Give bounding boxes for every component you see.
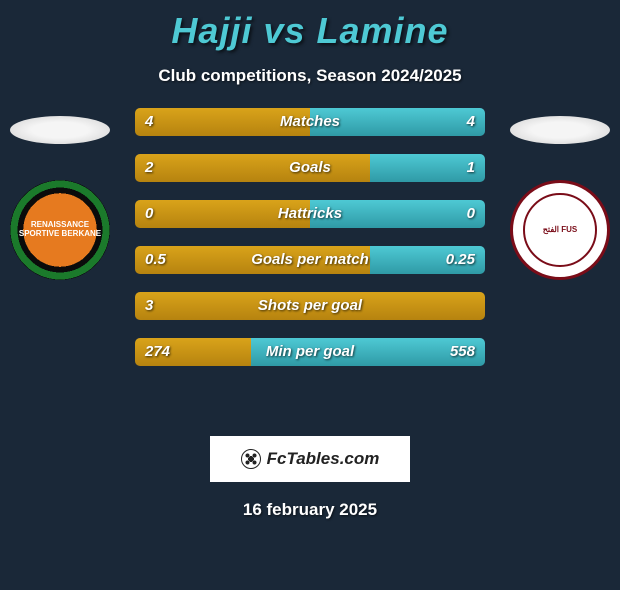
left-club-badge: RENAISSANCE SPORTIVE BERKANE bbox=[10, 180, 110, 280]
stat-label: Goals per match bbox=[135, 246, 485, 274]
player-right-name: Lamine bbox=[317, 10, 449, 51]
stat-row: 0Hattricks0 bbox=[135, 200, 485, 228]
stat-row: 4Matches4 bbox=[135, 108, 485, 136]
stat-value-right: 1 bbox=[467, 154, 475, 182]
left-player-silhouette bbox=[10, 116, 110, 144]
stat-row: 2Goals1 bbox=[135, 154, 485, 182]
stat-row: 274Min per goal558 bbox=[135, 338, 485, 366]
brand-watermark: FcTables.com bbox=[210, 436, 410, 482]
right-player-silhouette bbox=[510, 116, 610, 144]
comparison-title: Hajji vs Lamine bbox=[0, 10, 620, 52]
stat-label: Shots per goal bbox=[135, 292, 485, 320]
player-left-name: Hajji bbox=[171, 10, 252, 51]
stat-row: 0.5Goals per match0.25 bbox=[135, 246, 485, 274]
comparison-stage: RENAISSANCE SPORTIVE BERKANE الفتح FUS 4… bbox=[0, 108, 620, 408]
stat-value-right: 0 bbox=[467, 200, 475, 228]
stat-label: Hattricks bbox=[135, 200, 485, 228]
right-player-column: الفتح FUS bbox=[500, 108, 620, 280]
stats-list: 4Matches4 2Goals1 0Hattricks0 0.5Goals per … bbox=[135, 108, 485, 366]
stat-value-right: 4 bbox=[467, 108, 475, 136]
snapshot-date: 16 february 2025 bbox=[0, 500, 620, 520]
stat-value-right: 558 bbox=[450, 338, 475, 366]
football-icon bbox=[241, 449, 261, 469]
brand-text: FcTables.com bbox=[267, 449, 380, 469]
vs-separator: vs bbox=[263, 10, 305, 51]
left-player-column: RENAISSANCE SPORTIVE BERKANE bbox=[0, 108, 120, 280]
subtitle: Club competitions, Season 2024/2025 bbox=[0, 66, 620, 86]
left-club-badge-text: RENAISSANCE SPORTIVE BERKANE bbox=[10, 221, 110, 239]
right-club-badge-text: الفتح FUS bbox=[543, 226, 578, 235]
right-club-badge: الفتح FUS bbox=[510, 180, 610, 280]
stat-label: Goals bbox=[135, 154, 485, 182]
stat-label: Min per goal bbox=[135, 338, 485, 366]
stat-row: 3Shots per goal bbox=[135, 292, 485, 320]
stat-label: Matches bbox=[135, 108, 485, 136]
stat-value-right: 0.25 bbox=[446, 246, 475, 274]
